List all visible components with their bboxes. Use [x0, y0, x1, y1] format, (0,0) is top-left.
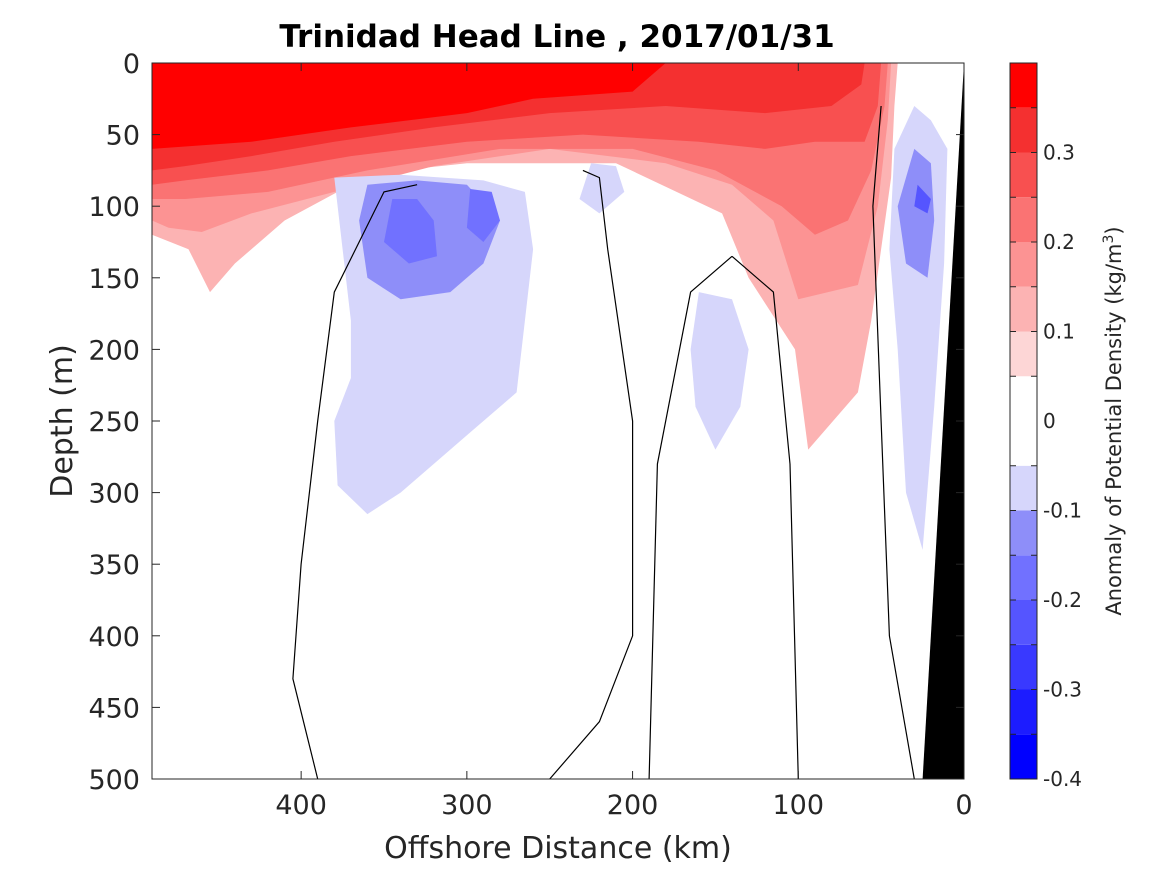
- colorbar-frame: [1009, 62, 1038, 780]
- y-tick-label: 150: [88, 264, 140, 295]
- colorbar-tick-label: 0.1: [1043, 320, 1075, 344]
- contour-lines: [292, 105, 915, 779]
- plot-area: [152, 63, 948, 550]
- x-tick-label: 300: [441, 790, 493, 821]
- colorbar-band: [1010, 152, 1037, 198]
- y-tick-label: 200: [88, 335, 140, 366]
- colorbar-tick-label: -0.3: [1043, 678, 1082, 702]
- colorbar-band: [1010, 465, 1037, 511]
- colorbar-axis: 0.3 0.2 0.1 0 -0.1 -0.2 -0.3 -0.4: [1043, 141, 1082, 792]
- y-tick-label: 50: [106, 121, 140, 152]
- colorbar-band: [1010, 555, 1037, 600]
- colorbar: [1009, 62, 1038, 780]
- colorbar-band: [1010, 331, 1037, 377]
- colorbar-band: [1010, 376, 1037, 466]
- y-tick-label: 300: [88, 479, 140, 510]
- colorbar-band: [1010, 242, 1037, 287]
- y-tick-label: 250: [88, 407, 140, 438]
- mid-cold-patch: [579, 163, 625, 214]
- y-tick-label: 500: [88, 765, 140, 796]
- central-cold-pool: [466, 189, 500, 242]
- y-tick-label: 450: [88, 693, 140, 724]
- colorbar-tick-label: -0.1: [1043, 499, 1082, 523]
- y-tick-label: 350: [88, 550, 140, 581]
- colorbar-tick-label: 0: [1043, 409, 1056, 433]
- colorbar-band: [1010, 510, 1037, 556]
- chart-title: Trinidad Head Line , 2017/01/31: [279, 19, 834, 55]
- colorbar-tick-label: -0.2: [1043, 588, 1082, 612]
- colorbar-band: [1010, 600, 1037, 645]
- x-tick-label: 100: [773, 790, 825, 821]
- mid-zero-contour: [549, 169, 634, 779]
- colorbar-tick-label: -0.4: [1043, 767, 1082, 791]
- colorbar-band: [1010, 734, 1037, 779]
- x-axis-label: Offshore Distance (km): [384, 831, 732, 866]
- seafloor-layer: [922, 63, 964, 779]
- nearshore-cold-strip: [897, 148, 935, 278]
- surface-warm-layer: [152, 63, 666, 149]
- colorbar-label: Anomaly of Potential Density (kg/m3): [1101, 226, 1126, 615]
- x-axis: 400 300 200 100 0: [275, 63, 973, 821]
- colorbar-band: [1010, 689, 1037, 735]
- nearshore-zero-contour: [872, 105, 915, 779]
- colorbar-band: [1010, 63, 1037, 108]
- outer-zero-contour: [292, 184, 418, 779]
- y-axis-label: Depth (m): [45, 344, 80, 498]
- inner-zero-contour: [731, 255, 799, 779]
- inner-zero-contour: [648, 255, 733, 779]
- colorbar-band: [1010, 107, 1037, 153]
- y-tick-label: 400: [88, 622, 140, 653]
- continental-shelf-bathymetry: [922, 63, 964, 779]
- y-axis: 0 50 100 150 200 250 300 350 400 450 500: [88, 49, 964, 796]
- x-tick-label: 0: [955, 790, 972, 821]
- x-tick-label: 200: [607, 790, 659, 821]
- colorbar-band: [1010, 644, 1037, 690]
- y-tick-label: 0: [123, 49, 140, 80]
- y-tick-label: 100: [88, 192, 140, 223]
- colorbar-tick-label: 0.2: [1043, 230, 1075, 254]
- x-tick-label: 400: [275, 790, 327, 821]
- central-cold-pool: [384, 199, 437, 264]
- deep-cold-column: [690, 292, 749, 450]
- colorbar-band: [1010, 197, 1037, 242]
- colorbar-tick-label: 0.3: [1043, 141, 1075, 165]
- nearshore-cold-strip: [914, 184, 931, 214]
- colorbar-band: [1010, 286, 1037, 332]
